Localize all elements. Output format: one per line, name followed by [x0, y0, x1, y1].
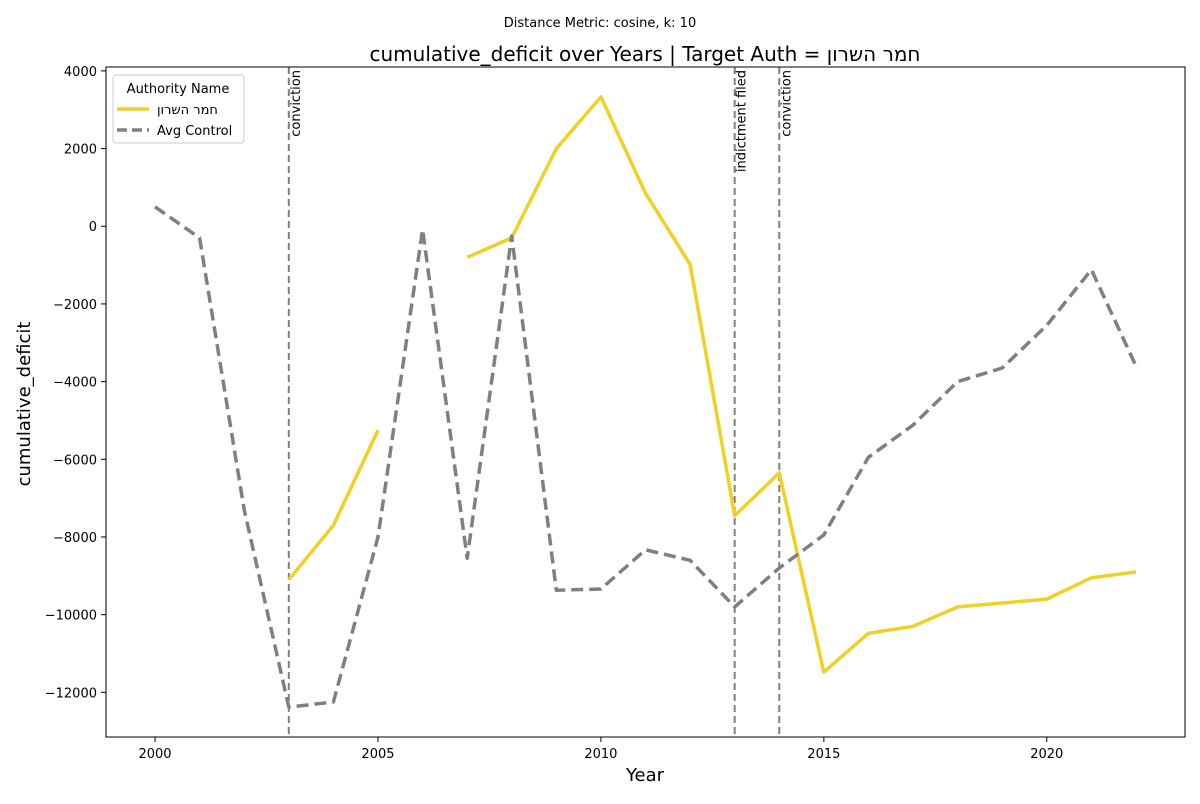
y-tick-label: 2000: [64, 143, 97, 158]
y-tick-label: −10000: [45, 609, 97, 624]
x-tick-label: 2000: [138, 747, 171, 762]
event-label-1: indictment filed: [735, 70, 750, 172]
series-line-avg-control: [153, 205, 1138, 709]
y-tick-label: −4000: [53, 376, 97, 391]
y-axis-title: cumulative_deficit: [14, 322, 35, 487]
x-tick-label: 2020: [1030, 747, 1063, 762]
y-tick-label: 0: [89, 220, 97, 235]
series-line-target: [287, 95, 1137, 674]
x-tick-label: 2010: [584, 747, 617, 762]
legend-box: [112, 74, 245, 144]
y-tick-label: −2000: [53, 298, 97, 313]
x-tick-label: 2015: [807, 747, 840, 762]
event-label-0: conviction: [289, 70, 304, 137]
suptitle: Distance Metric: cosine, k: 10: [504, 16, 696, 31]
legend-entry-avg-control: Avg Control: [157, 124, 232, 139]
chart-title: cumulative_deficit over Years | Target A…: [369, 42, 920, 66]
y-tick-label: −8000: [53, 531, 97, 546]
plot-area: [106, 67, 1185, 737]
legend: Authority Name חמר השרון Avg Control: [112, 74, 245, 144]
legend-title: Authority Name: [127, 82, 230, 97]
y-tick-label: −12000: [45, 686, 97, 701]
y-tick-label: 4000: [64, 65, 97, 80]
y-tick-label: −6000: [53, 453, 97, 468]
plot-frame: [105, 66, 1186, 738]
x-axis-title: Year: [625, 765, 665, 786]
legend-entry-target: חמר השרון: [157, 103, 218, 118]
x-tick-label: 2005: [361, 747, 394, 762]
event-label-2: conviction: [779, 70, 794, 137]
